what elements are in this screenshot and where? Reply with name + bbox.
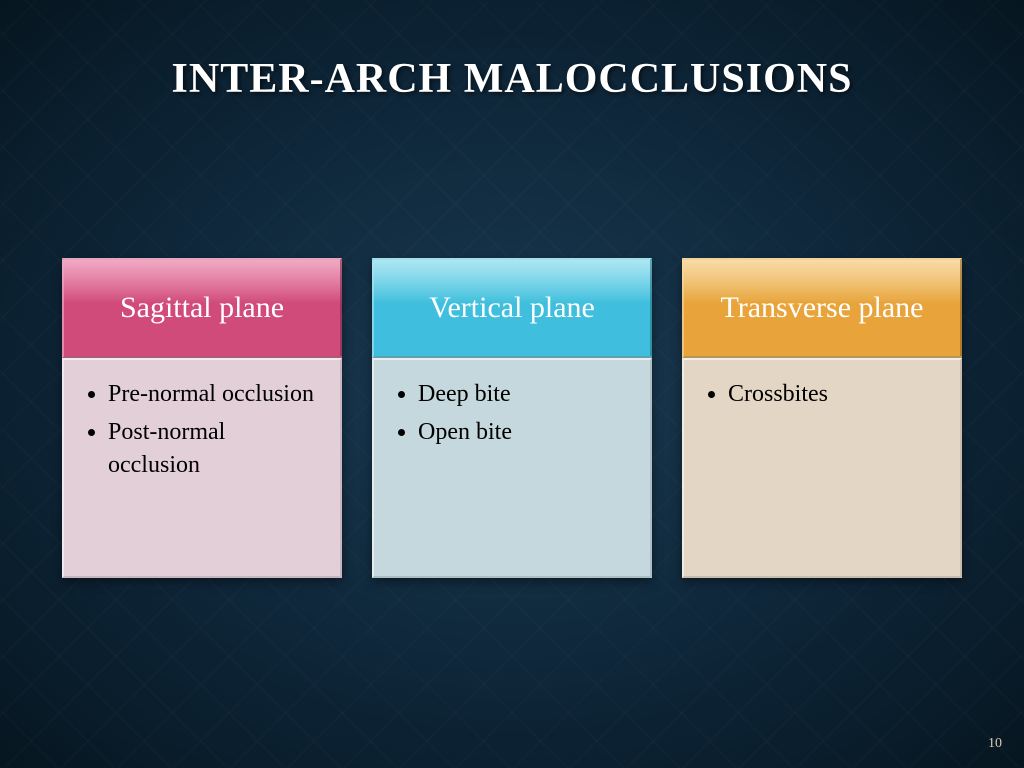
card-transverse: Transverse plane Crossbites: [682, 258, 962, 578]
card-body-sagittal: Pre-normal occlusion Post-normal occlusi…: [62, 358, 342, 578]
card-sagittal: Sagittal plane Pre-normal occlusion Post…: [62, 258, 342, 578]
list-item: Pre-normal occlusion: [108, 378, 322, 410]
page-number: 10: [988, 736, 1002, 752]
card-header-vertical: Vertical plane: [372, 258, 652, 358]
card-header-sagittal: Sagittal plane: [62, 258, 342, 358]
list-item: Crossbites: [728, 378, 942, 410]
slide-title: INTER-ARCH MALOCCLUSIONS: [0, 55, 1024, 103]
card-header-transverse: Transverse plane: [682, 258, 962, 358]
list-item: Open bite: [418, 416, 632, 448]
card-list-vertical: Deep bite Open bite: [392, 378, 632, 449]
list-item: Post-normal occlusion: [108, 416, 322, 481]
card-vertical: Vertical plane Deep bite Open bite: [372, 258, 652, 578]
card-list-transverse: Crossbites: [702, 378, 942, 410]
cards-row: Sagittal plane Pre-normal occlusion Post…: [62, 258, 962, 578]
card-body-vertical: Deep bite Open bite: [372, 358, 652, 578]
card-list-sagittal: Pre-normal occlusion Post-normal occlusi…: [82, 378, 322, 481]
card-body-transverse: Crossbites: [682, 358, 962, 578]
list-item: Deep bite: [418, 378, 632, 410]
